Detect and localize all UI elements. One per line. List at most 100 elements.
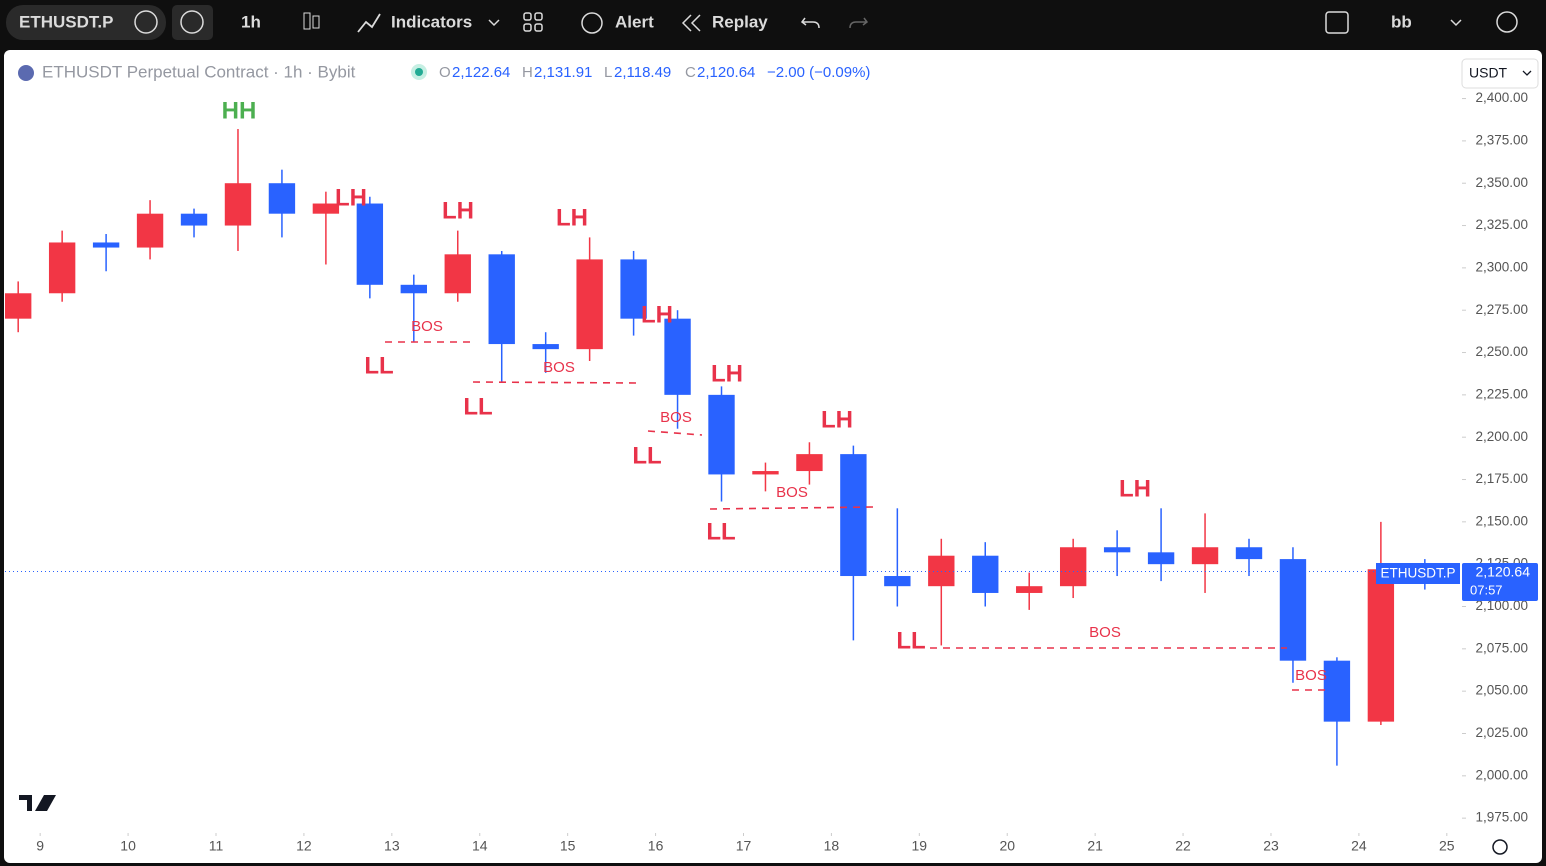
- candle-body: [1016, 586, 1043, 593]
- y-tick-label: 2,150.00: [1475, 513, 1528, 528]
- chart-type-icon[interactable]: [312, 15, 320, 29]
- candle-body: [356, 203, 384, 285]
- symbol-icon[interactable]: [134, 10, 158, 34]
- layout-name[interactable]: bb: [1391, 12, 1412, 31]
- x-tick-label: 22: [1175, 838, 1191, 854]
- candle-body: [48, 242, 76, 294]
- currency-select[interactable]: [1461, 58, 1539, 89]
- alert-icon[interactable]: [581, 12, 603, 34]
- x-tick-label: 16: [648, 838, 664, 854]
- ll-label: LL: [706, 518, 735, 545]
- y-tick-label: 2,300.00: [1475, 259, 1528, 274]
- plot: 2,400.00 2,375.00 2,350.00 2,325.00 2,300.00…: [5, 90, 1528, 854]
- candle-body: [752, 471, 779, 475]
- y-tick-label: 2,075.00: [1475, 640, 1528, 655]
- x-tick-label: 20: [999, 838, 1015, 854]
- chart-type-icon[interactable]: [303, 12, 311, 30]
- symbol[interactable]: ETHUSDT.P: [19, 12, 113, 31]
- x-tick-label: 24: [1351, 838, 1367, 854]
- legend-value: 2,131.91: [534, 64, 592, 81]
- add-icon[interactable]: [180, 10, 204, 34]
- candle-body: [928, 555, 955, 587]
- replay-icon[interactable]: [681, 14, 701, 32]
- x-tick-label: 12: [296, 838, 312, 854]
- candle-body: [488, 254, 515, 345]
- hh-label: HH: [222, 97, 257, 124]
- market-status: [415, 68, 423, 76]
- add-symbol[interactable]: [172, 5, 213, 40]
- lh-label: LH: [641, 301, 673, 328]
- candle-body: [840, 454, 867, 577]
- y-tick-label: 2,100.00: [1475, 598, 1528, 613]
- candle-body: [884, 576, 911, 587]
- ll-label: LL: [632, 442, 661, 469]
- redo[interactable]: [849, 17, 869, 29]
- lh-label: LH: [335, 184, 367, 211]
- bos-label: BOS: [543, 359, 575, 376]
- bos-line: [709, 506, 874, 510]
- y-tick-label: 1,975.00: [1475, 810, 1528, 825]
- currency[interactable]: USDT: [1469, 65, 1508, 81]
- y-tick-label: 2,350.00: [1475, 175, 1528, 190]
- legend-title: ETHUSDT Perpetual Contract · 1h · Bybit: [42, 62, 356, 81]
- undo[interactable]: [800, 17, 820, 29]
- y-tick-label: 2,225.00: [1475, 386, 1528, 401]
- dropdown-icon[interactable]: [1522, 70, 1532, 76]
- x-tick-label: 13: [384, 838, 400, 854]
- y-tick-label: 2,375.00: [1475, 132, 1528, 147]
- candle-body: [708, 394, 735, 475]
- indicators-icon[interactable]: [357, 13, 381, 33]
- ll-label: LL: [364, 352, 393, 379]
- chart-panel: [4, 50, 1542, 863]
- legend-value: 2,120.64: [697, 64, 755, 81]
- dropdown-icon[interactable]: [488, 19, 500, 27]
- candle-body: [444, 254, 471, 294]
- indicators[interactable]: Indicators: [391, 12, 472, 31]
- settings-icon[interactable]: [1492, 839, 1508, 855]
- layout-icon[interactable]: [1325, 11, 1349, 34]
- interval[interactable]: 1h: [241, 12, 261, 31]
- x-tick-label: 18: [824, 838, 840, 854]
- x-tick-label: 14: [472, 838, 488, 854]
- candle-body: [1147, 552, 1175, 565]
- y-tick-label: 2,250.00: [1475, 344, 1528, 359]
- price-tag-price: 2,120.64: [1476, 564, 1531, 580]
- candle-body: [1323, 660, 1351, 722]
- legend-value: 2,118.49: [614, 64, 671, 81]
- lh-label: LH: [442, 197, 474, 224]
- candle-body: [664, 318, 691, 395]
- y-tick-label: 2,400.00: [1475, 90, 1528, 105]
- alert[interactable]: Alert: [615, 12, 654, 31]
- price-tag: [1462, 563, 1538, 601]
- candle-body: [180, 213, 208, 226]
- y-tick-label: 2,275.00: [1475, 302, 1528, 317]
- x-tick-label: 19: [912, 838, 928, 854]
- candle-body: [532, 344, 559, 350]
- replay[interactable]: Replay: [712, 12, 768, 31]
- bos-label: BOS: [1295, 667, 1327, 684]
- y-tick-label: 2,175.00: [1475, 471, 1528, 486]
- candle-body: [1367, 569, 1395, 722]
- candle-body: [312, 203, 340, 214]
- dropdown-icon[interactable]: [1450, 19, 1462, 27]
- x-tick-label: 25: [1439, 838, 1455, 854]
- candle-body: [268, 183, 296, 214]
- candle-body: [224, 183, 252, 226]
- legend-change: −2.00 (−0.09%): [767, 64, 870, 81]
- bos-label: BOS: [411, 318, 443, 335]
- x-tick-label: 21: [1087, 838, 1103, 854]
- y-tick-label: 2,200.00: [1475, 429, 1528, 444]
- candle-body: [796, 454, 823, 472]
- candle-body: [5, 293, 32, 319]
- bos-line: [472, 381, 637, 384]
- bos-label: BOS: [1089, 624, 1121, 641]
- ll-label: LL: [463, 393, 492, 420]
- symbol-button[interactable]: [6, 5, 166, 40]
- quick-search[interactable]: [1496, 11, 1518, 33]
- y-tick-label: 2,325.00: [1475, 217, 1528, 232]
- legend-label: C: [685, 64, 696, 81]
- candle-body: [1191, 547, 1219, 565]
- templates-icon[interactable]: [523, 12, 543, 32]
- candle-body: [400, 284, 427, 294]
- legend-label: H: [522, 64, 533, 81]
